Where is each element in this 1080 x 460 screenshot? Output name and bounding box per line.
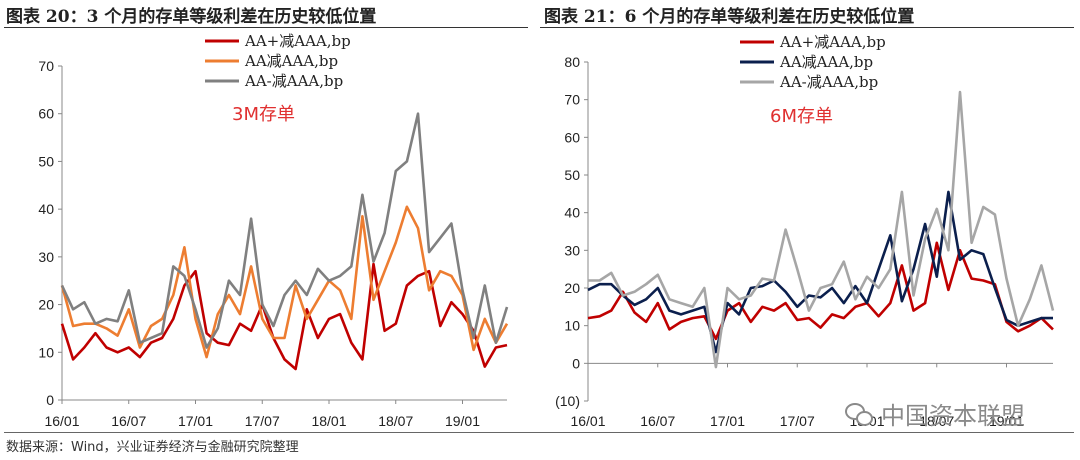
- y-tick-label: 80: [564, 54, 580, 70]
- chart-title-left: 图表 20：3 个月的存单等级利差在历史较低位置: [6, 7, 377, 27]
- legend-label: AA减AAA,bp: [779, 53, 873, 71]
- x-tick-label: 18/07: [919, 413, 954, 429]
- x-tick-label: 18/07: [378, 413, 413, 429]
- title-divider-right: [540, 27, 1074, 28]
- legend-label: AA减AAA,bp: [244, 52, 338, 70]
- y-tick-label: 50: [564, 167, 580, 183]
- y-tick-label: 0: [572, 355, 580, 371]
- y-tick-label: 0: [46, 392, 54, 408]
- series-line-3: [588, 90, 1055, 369]
- chart-right: (10) 0 10 20 30 40 50 60 70 80 16/01 16/07 17/01 17/0…: [555, 33, 1055, 429]
- chart-annotation: 3M存单: [232, 104, 295, 125]
- x-tick-label: 16/07: [640, 413, 675, 429]
- x-tick-label: 17/07: [780, 413, 815, 429]
- series-line-3: [60, 112, 509, 349]
- y-tick-label: 40: [564, 205, 580, 221]
- y-tick-label: 30: [38, 249, 54, 265]
- x-tick-label: 17/07: [245, 413, 280, 429]
- x-tick-label: 16/01: [44, 413, 79, 429]
- y-tick-label: 30: [564, 242, 580, 258]
- y-tick-label: 20: [38, 297, 54, 313]
- series-line-1: [60, 262, 508, 371]
- legend-label: AA+减AAA,bp: [244, 32, 351, 50]
- title-divider-left: [4, 27, 528, 28]
- x-tick-label: 18/01: [311, 413, 346, 429]
- watermark: 中国资本联盟: [845, 396, 1025, 431]
- y-tick-label: 60: [38, 106, 54, 122]
- chart-title-right: 图表 21：6 个月的存单等级利差在历史较低位置: [544, 7, 915, 27]
- source-note: 数据来源：Wind，兴业证券经济与金融研究院整理: [6, 440, 299, 455]
- x-tick-label: 19/01: [989, 413, 1024, 429]
- y-tick-label: 60: [564, 129, 580, 145]
- y-tick-label: 50: [38, 153, 54, 169]
- series-line-1: [587, 241, 1054, 341]
- watermark-text: 中国资本联盟: [881, 402, 1025, 430]
- wechat-icon: [845, 402, 873, 426]
- source-divider: [4, 432, 1074, 433]
- series-line-2: [587, 190, 1053, 354]
- y-tick-label: (10): [555, 393, 580, 409]
- y-tick-label: 10: [38, 344, 54, 360]
- y-tick-label: 40: [38, 201, 54, 217]
- y-tick-label: 70: [564, 92, 580, 108]
- legend-label: AA-减AAA,bp: [779, 73, 878, 91]
- chart-annotation: 6M存单: [770, 106, 833, 127]
- x-tick-label: 17/01: [710, 413, 745, 429]
- legend-label: AA+减AAA,bp: [779, 33, 886, 51]
- x-tick-label: 17/01: [178, 413, 213, 429]
- series-line-2: [60, 205, 509, 359]
- x-tick-label: 16/07: [111, 413, 146, 429]
- y-tick-label: 10: [564, 318, 580, 334]
- y-tick-label: 70: [38, 58, 54, 74]
- x-tick-label: 19/01: [445, 413, 480, 429]
- y-tick-label: 20: [564, 280, 580, 296]
- chart-left: 0 10 20 30 40 50 60 70 16/01 16/07 17/01 17/07 18/01…: [38, 32, 509, 429]
- x-tick-label: 16/01: [570, 413, 605, 429]
- legend-label: AA-减AAA,bp: [244, 72, 343, 90]
